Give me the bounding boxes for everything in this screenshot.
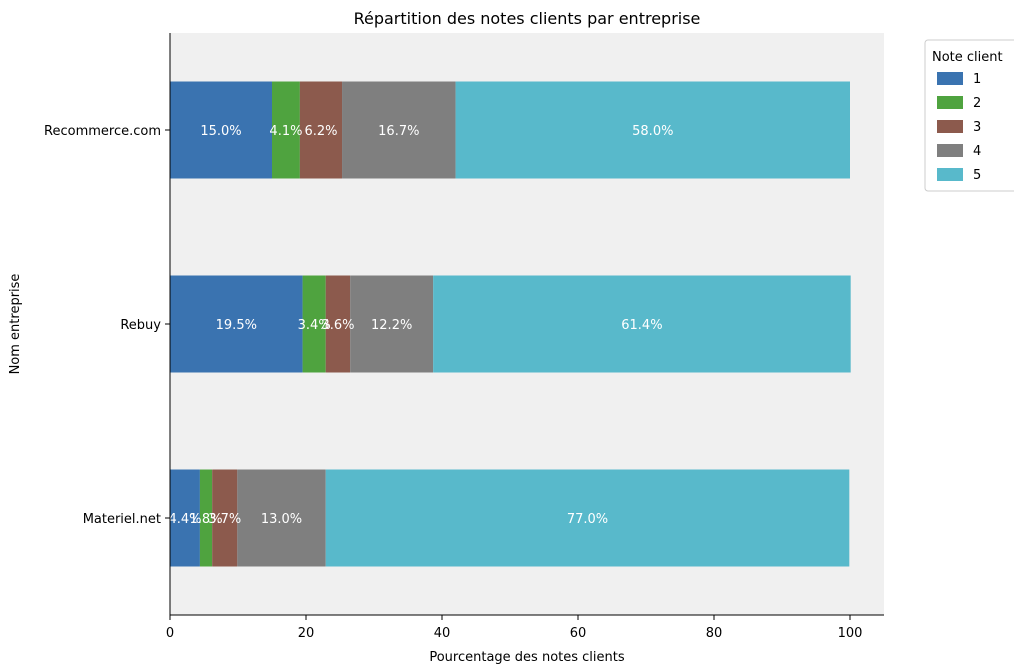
bar-segment-1-1	[302, 275, 326, 373]
data-label-2-2: 3.7%	[208, 512, 241, 527]
bar-segment-1-4	[433, 275, 851, 373]
bar-segment-2-0	[170, 469, 200, 567]
data-label-1-4: 61.4%	[621, 318, 662, 333]
data-label-0-3: 16.7%	[378, 124, 419, 139]
y-axis-ticks: Recommerce.com Rebuy Materiel.net	[44, 124, 170, 527]
bar-segment-0-2	[299, 81, 343, 179]
data-label-1-0: 19.5%	[216, 318, 257, 333]
bar-segment-2-4	[325, 469, 850, 567]
legend-swatch-0	[937, 72, 963, 85]
x-tick-label: 60	[570, 626, 587, 641]
y-axis-label: Nom entreprise	[8, 274, 23, 375]
bar-segment-2-1	[199, 469, 213, 567]
data-labels-layer: 15.0% 4.1% 6.2% 16.7% 58.0% 19.5% 3.4%3.6% 12.2…	[168, 124, 673, 527]
x-tick-label: 0	[166, 626, 174, 641]
x-axis-ticks: 0 20 40 60 80 100	[166, 615, 863, 641]
x-tick-label: 80	[706, 626, 723, 641]
bar-segment-2-2	[212, 469, 238, 567]
y-tick-label: Recommerce.com	[44, 124, 161, 139]
legend-label-4: 5	[973, 168, 981, 183]
legend-label-1: 2	[973, 96, 981, 111]
legend-swatch-4	[937, 168, 963, 181]
bar-segment-1-0	[170, 275, 303, 373]
data-label-2-1: 1.8%	[190, 512, 223, 527]
x-axis-label: Pourcentage des notes clients	[429, 650, 625, 665]
legend-label-2: 3	[973, 120, 981, 135]
x-tick-label: 40	[434, 626, 451, 641]
bar-segment-0-0	[170, 81, 272, 179]
y-tick-label: Rebuy	[120, 318, 161, 333]
legend-items: 1 2 3 4 5	[937, 72, 981, 183]
bar-segment-1-2	[325, 275, 351, 373]
x-tick-label: 100	[838, 626, 863, 641]
data-label-1-1: 3.4%	[298, 318, 331, 333]
data-label-0-1: 4.1%	[269, 124, 302, 139]
bar-segment-2-3	[237, 469, 326, 567]
legend-swatch-2	[937, 120, 963, 133]
data-label-2-0: 4.4%	[168, 512, 201, 527]
bar-segment-1-3	[350, 275, 434, 373]
legend-title: Note client	[932, 50, 1003, 65]
data-label-0-0: 15.0%	[200, 124, 241, 139]
x-tick-label: 20	[298, 626, 315, 641]
data-label-2-4: 77.0%	[567, 512, 608, 527]
data-label-2-3: 13.0%	[261, 512, 302, 527]
legend-swatch-3	[937, 144, 963, 157]
legend-label-0: 1	[973, 72, 981, 87]
data-label-0-4: 58.0%	[632, 124, 673, 139]
data-label-1-3: 12.2%	[371, 318, 412, 333]
bar-segment-0-3	[342, 81, 456, 179]
chart-title: Répartition des notes clients par entrep…	[354, 9, 701, 28]
data-label-0-2: 6.2%	[304, 124, 337, 139]
bars-layer	[170, 81, 851, 567]
legend-label-3: 4	[973, 144, 981, 159]
legend-swatch-1	[937, 96, 963, 109]
legend: Note client 1 2 3 4 5	[924, 39, 1014, 192]
y-tick-label: Materiel.net	[83, 512, 161, 527]
bar-segment-0-1	[272, 81, 300, 179]
data-label-1-2: 3.6%	[321, 318, 354, 333]
bar-segment-0-4	[455, 81, 850, 179]
